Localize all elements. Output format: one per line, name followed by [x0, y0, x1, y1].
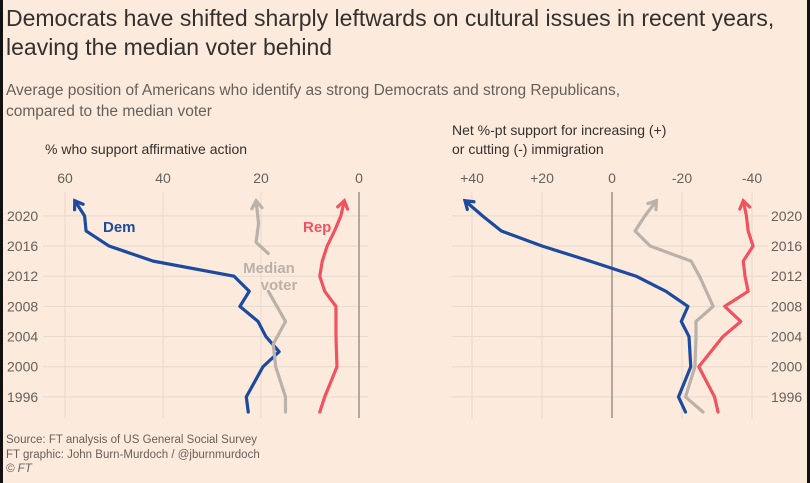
- y-tick-label: 2000: [771, 359, 802, 375]
- title-line: Democrats have shifted sharply leftwards…: [6, 5, 775, 31]
- y-tick-label: 2004: [7, 329, 38, 345]
- series-label-median: voter: [261, 277, 298, 294]
- y-tick-label: 1996: [7, 389, 38, 405]
- y-tick-label: 2020: [771, 208, 802, 224]
- source-line: Source: FT analysis of US General Social…: [6, 434, 257, 446]
- y-tick-label: 2012: [7, 268, 38, 284]
- axis-title: Net %-pt support for increasing (+): [452, 122, 666, 138]
- x-tick-label: 0: [608, 170, 616, 186]
- copyright: © FT: [6, 463, 32, 475]
- x-tick-label: +40: [460, 170, 484, 186]
- charts: % who support affirmative action19962000…: [7, 122, 802, 418]
- x-tick-label: +20: [530, 170, 554, 186]
- series-line-rep: [697, 199, 755, 414]
- x-tick-label: 20: [253, 170, 269, 186]
- y-tick-label: 2016: [7, 238, 38, 254]
- x-tick-label: 60: [57, 170, 73, 186]
- y-tick-label: 2012: [771, 268, 802, 284]
- series-line-rep: [318, 199, 346, 414]
- chart-subtitle: Average position of Americans who identi…: [6, 80, 806, 122]
- series-line-dem: [73, 199, 281, 414]
- subtitle-line: Average position of Americans who identi…: [6, 82, 621, 99]
- series-line-median-voter: [633, 199, 715, 414]
- arrowhead: [738, 197, 752, 211]
- arrowhead: [250, 197, 264, 211]
- series-line-median-voter: [266, 289, 288, 414]
- axis-title: % who support affirmative action: [45, 141, 247, 157]
- chart-title: Democrats have shifted sharply leftwards…: [6, 4, 806, 62]
- title-line: leaving the median voter behind: [6, 34, 333, 60]
- x-tick-label: -20: [672, 170, 692, 186]
- subtitle-line: compared to the median voter: [6, 103, 212, 120]
- x-tick-label: 0: [355, 170, 363, 186]
- axis-title: or cutting (-) immigration: [452, 141, 604, 157]
- arrowhead: [72, 198, 85, 212]
- source-notes: Source: FT analysis of US General Social…: [6, 433, 260, 477]
- y-tick-label: 2008: [7, 298, 38, 314]
- y-tick-label: 2016: [771, 238, 802, 254]
- y-tick-label: 1996: [771, 389, 802, 405]
- y-tick-label: 2008: [771, 298, 802, 314]
- x-tick-label: 40: [155, 170, 171, 186]
- series-label-rep: Rep: [303, 219, 331, 236]
- source-line: FT graphic: John Burn-Murdoch / @jburnmu…: [6, 448, 260, 461]
- arrowhead: [646, 198, 659, 212]
- arrowhead: [462, 198, 476, 212]
- series-label-dem: Dem: [103, 219, 136, 236]
- y-tick-label: 2000: [7, 359, 38, 375]
- x-tick-label: -40: [742, 170, 762, 186]
- series-line-median-voter: [254, 199, 270, 256]
- series-label-median: Median: [243, 260, 295, 277]
- arrowhead: [336, 198, 350, 211]
- series-line-dem: [463, 199, 693, 414]
- y-tick-label: 2004: [771, 329, 802, 345]
- y-tick-label: 2020: [7, 208, 38, 224]
